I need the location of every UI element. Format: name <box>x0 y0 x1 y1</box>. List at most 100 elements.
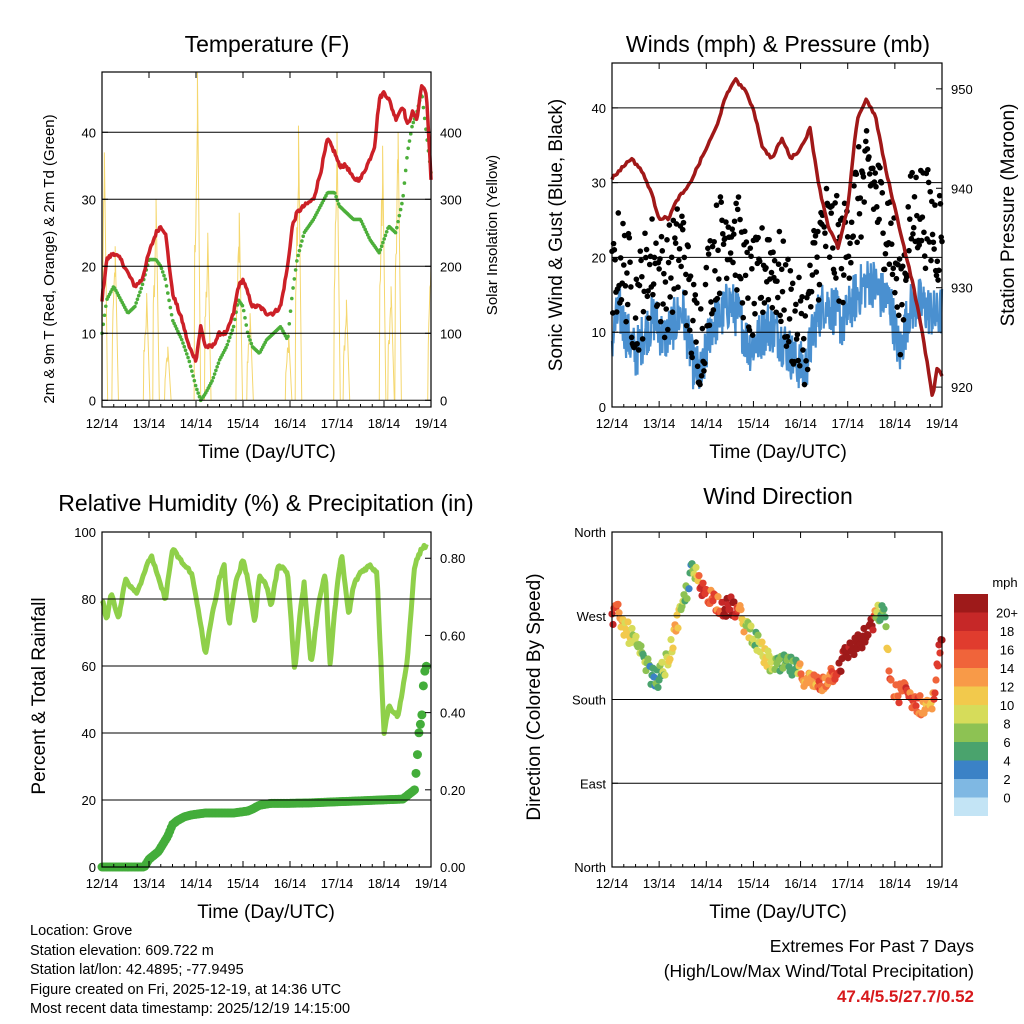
gust-point <box>910 224 917 231</box>
solar-insolation-pulse <box>387 286 395 401</box>
gust-point <box>664 237 670 243</box>
winds-panel: Winds (mph) & Pressure (mb) Time (Day/UT… <box>546 31 1019 463</box>
dewpoint-point <box>182 344 187 349</box>
direction-point <box>628 624 636 633</box>
solar-insolation-pulse <box>378 145 387 401</box>
dewpoint-point <box>159 266 164 271</box>
direction-point <box>730 598 738 606</box>
solar-insolation-pulse <box>111 246 119 401</box>
gust-point <box>752 310 758 317</box>
gust-point <box>795 357 802 364</box>
x-tick-label: 19/14 <box>415 416 448 431</box>
gust-point <box>784 333 791 340</box>
speed-legend-swatch <box>954 612 988 631</box>
gust-point <box>623 318 629 325</box>
gust-point <box>911 194 918 200</box>
direction-point <box>932 676 940 684</box>
gust-point <box>730 231 737 237</box>
gust-point <box>938 234 945 240</box>
dewpoint-point <box>233 317 237 322</box>
y2-tick-label: 300 <box>440 192 462 207</box>
speed-legend-swatch <box>954 668 988 687</box>
direction-point <box>869 626 877 634</box>
dewpoint-point <box>171 318 175 323</box>
direction-point <box>722 612 730 620</box>
direction-point <box>685 585 693 593</box>
x-tick-label: 12/14 <box>86 876 119 891</box>
gust-point <box>759 225 765 231</box>
gust-point <box>892 289 898 296</box>
gust-point <box>713 202 720 209</box>
solar-insolation-pulse <box>193 71 202 401</box>
gust-point <box>765 296 772 303</box>
y2-tick-label: 0.80 <box>440 551 465 566</box>
gust-point <box>823 185 830 192</box>
direction-point <box>754 631 762 639</box>
gust-point <box>626 234 633 241</box>
solar-insolation-pulse <box>284 333 293 401</box>
dewpoint-point <box>179 337 184 342</box>
gust-point <box>645 288 651 294</box>
winds-title: Winds (mph) & Pressure (mb) <box>626 31 930 57</box>
dewpoint-point <box>296 253 300 258</box>
gust-point <box>921 229 927 236</box>
speed-legend-label: 0 <box>1003 791 1010 806</box>
direction-point <box>632 632 640 640</box>
dewpoint-point <box>288 309 293 313</box>
gust-point <box>897 351 904 358</box>
rainfall-point <box>411 768 421 778</box>
x-tick-label: 12/14 <box>596 876 629 891</box>
direction-point <box>674 624 682 632</box>
gust-point <box>688 350 695 357</box>
gust-point <box>838 265 845 272</box>
dewpoint-point <box>240 303 245 308</box>
dewpoint-point <box>397 213 402 218</box>
gust-point <box>829 245 836 251</box>
gust-point <box>800 347 806 353</box>
gust-point <box>685 243 692 250</box>
recent-timestamp: Most recent data timestamp: 2025/12/19 1… <box>30 1001 351 1017</box>
speed-legend-label: 16 <box>1000 643 1014 658</box>
gust-point <box>774 294 781 301</box>
gust-point <box>835 221 842 228</box>
dewpoint-point <box>178 335 183 339</box>
dewpoint-point <box>382 237 386 241</box>
y2-tick-label: 200 <box>440 259 462 274</box>
gust-point <box>694 300 700 306</box>
dewpoint-point <box>184 352 189 356</box>
humidity-ylabel-left: Percent & Total Rainfall <box>29 597 50 794</box>
direction-point <box>683 595 691 603</box>
gust-point <box>703 264 710 271</box>
dewpoint-point <box>411 120 416 125</box>
gust-point <box>716 290 723 297</box>
gust-point <box>792 308 798 314</box>
dewpoint-point <box>393 230 398 235</box>
x-tick-label: 13/14 <box>643 416 676 431</box>
gust-point <box>698 373 705 379</box>
gust-point <box>857 195 864 201</box>
gust-point <box>711 238 717 245</box>
dewpoint-point <box>103 304 108 309</box>
temperature-xlabel: Time (Day/UTC) <box>198 442 336 463</box>
dewpoint-point <box>169 312 174 317</box>
gust-point <box>794 331 801 338</box>
gust-point <box>854 239 860 246</box>
dewpoint-point <box>422 116 427 121</box>
direction-point <box>714 593 722 601</box>
gust-point <box>800 335 807 342</box>
dewpoint-point <box>248 338 252 342</box>
gust-point <box>890 265 897 272</box>
gust-point <box>660 301 666 307</box>
gust-point <box>763 265 769 271</box>
winds-ylabel-left: Sonic Wind & Gust (Blue, Black) <box>546 99 567 371</box>
dewpoint-point <box>403 168 408 173</box>
gust-point <box>666 222 673 228</box>
gust-point <box>693 339 699 345</box>
wind-direction-panel: Wind Direction Time (Day/UTC) Direction … <box>524 483 1018 923</box>
gust-point <box>786 316 793 322</box>
direction-point <box>699 579 707 587</box>
gust-point <box>877 164 883 171</box>
gust-point <box>661 334 668 341</box>
y-tick-label: 100 <box>74 525 96 540</box>
gust-point <box>634 340 640 347</box>
